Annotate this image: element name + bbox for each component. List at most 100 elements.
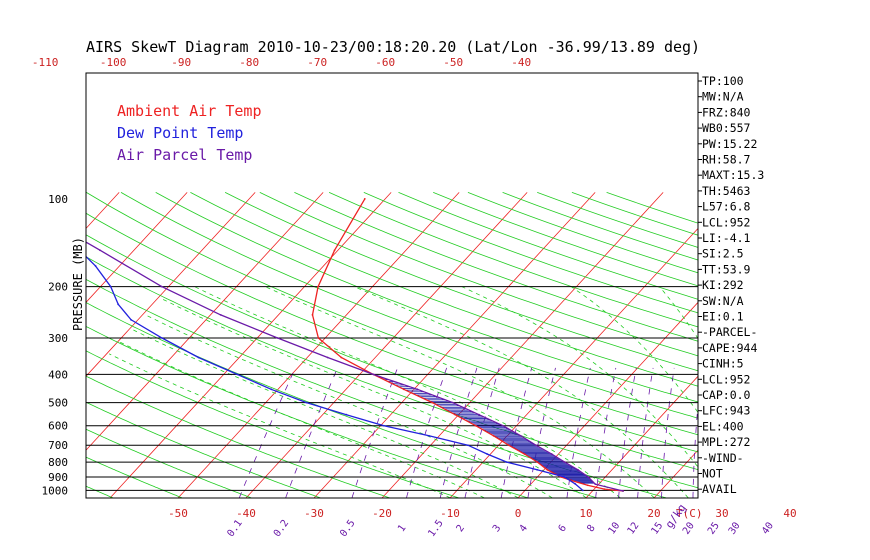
mixing-ratio-tick-label: 4 (518, 523, 530, 534)
mixing-ratio-line (661, 367, 675, 498)
series-point (236, 373, 239, 376)
series-point (317, 337, 320, 339)
series-point (581, 489, 584, 492)
series-point (474, 424, 477, 427)
series-point (383, 424, 385, 427)
isotherm-line (585, 375, 698, 498)
x-axis-unit-label: T(C) (676, 507, 703, 520)
index-label: RH:58.7 (702, 153, 751, 167)
y-axis-label: PRESSURE (MB) (71, 237, 85, 331)
dry-adiabat-line (86, 212, 698, 453)
series-point (603, 488, 606, 491)
pressure-tick-label: 300 (48, 332, 68, 345)
series-point (574, 482, 577, 485)
series-point (622, 490, 624, 492)
index-label: CINH:5 (702, 357, 744, 371)
index-label: KI:292 (702, 278, 744, 292)
index-label: EL:400 (702, 419, 744, 433)
bottom-temp-tick-label: -10 (440, 507, 460, 520)
isotherm-line (0, 192, 51, 498)
top-temp-tick-label: -90 (171, 56, 191, 69)
dry-adiabat-line (294, 192, 698, 342)
bottom-temp-tick-label: 20 (647, 507, 660, 520)
mixing-ratio-tick-label: 1 (396, 523, 408, 534)
index-label: NOT (702, 467, 723, 481)
series-point (536, 468, 539, 471)
index-label: AVAIL (702, 482, 737, 496)
mixing-ratio-tick-label: 12 (626, 520, 642, 536)
index-label: LFC:943 (702, 404, 751, 418)
mixing-ratio-tick-label: 40 (760, 520, 776, 536)
series-point (333, 249, 336, 252)
chart-title: AIRS SkewT Diagram 2010-10-23/00:18:20.2… (86, 38, 700, 56)
series-point (160, 285, 163, 288)
moist-adiabat-line (265, 286, 655, 498)
index-label: EI:0.1 (702, 310, 744, 324)
dry-adiabat-line (502, 192, 698, 261)
mixing-ratio-line (770, 368, 772, 498)
mixing-ratio-tick-label: 10 (607, 520, 623, 536)
series-point (197, 356, 200, 359)
moist-adiabat-line (354, 286, 689, 498)
top-temp-tick-label: -80 (239, 56, 259, 69)
legend-entry: Air Parcel Temp (117, 146, 252, 164)
series-point (492, 434, 495, 437)
mixing-ratio-line (618, 367, 637, 498)
isotherm-line (381, 192, 664, 498)
isotherm-line (517, 301, 698, 498)
index-label: WB0:557 (702, 121, 751, 135)
dry-adiabat-line (86, 278, 667, 498)
series-point (594, 483, 597, 486)
mixing-ratio-line (285, 367, 338, 498)
series-point (486, 453, 489, 455)
isotherm-line (449, 227, 698, 498)
pressure-tick-label: 200 (48, 281, 68, 294)
top-temp-tick-label: -70 (307, 56, 327, 69)
mixing-ratio-line (637, 367, 654, 498)
mixing-ratio-tick-label: 0.2 (272, 518, 291, 539)
mixing-ratio-line (464, 367, 500, 498)
index-label: CAPE:944 (702, 341, 757, 355)
isotherm-line (653, 449, 698, 498)
isotherm-line (109, 192, 392, 498)
series-point (340, 356, 343, 359)
dry-adiabat-line (86, 302, 597, 498)
index-label: PW:15.22 (702, 137, 757, 151)
dry-adiabat-line (433, 192, 698, 287)
series-point (428, 434, 430, 437)
series-point (586, 484, 589, 487)
series-point (546, 468, 549, 471)
series-point (431, 401, 434, 404)
isotherm-line (313, 192, 596, 498)
index-label: L57:6.8 (702, 200, 751, 214)
bottom-temp-tick-label: -40 (236, 507, 256, 520)
mixing-ratio-line (238, 367, 296, 498)
isotherm-line (245, 192, 528, 498)
series-point (109, 285, 112, 288)
series-point (563, 461, 566, 464)
series-point (61, 231, 63, 233)
dry-adiabat-line (86, 192, 698, 436)
mixing-ratio-line (351, 367, 398, 498)
series-point (363, 197, 366, 200)
bottom-temp-tick-label: 0 (515, 507, 522, 520)
series-point (305, 401, 308, 404)
series-point (467, 444, 469, 447)
series-point (219, 313, 222, 316)
index-label: MW:N/A (702, 90, 744, 104)
series-point (117, 303, 120, 306)
index-label: TP:100 (702, 74, 744, 88)
mixing-ratio-line (500, 367, 532, 498)
legend-entry: Ambient Air Temp (117, 102, 262, 120)
dry-adiabat-line (190, 192, 698, 387)
mixing-ratio-tick-label: 30 (727, 521, 743, 537)
index-label: FRZ:840 (702, 105, 751, 119)
top-temp-tick-label: -40 (511, 56, 531, 69)
dry-adiabat-line (398, 192, 698, 300)
isotherm-line (86, 192, 324, 451)
series-point (478, 413, 480, 416)
isotherm-line (790, 192, 870, 498)
legend-entry: Dew Point Temp (117, 124, 243, 142)
top-temp-tick-label: -60 (375, 56, 395, 69)
dry-adiabat-line (328, 192, 698, 328)
